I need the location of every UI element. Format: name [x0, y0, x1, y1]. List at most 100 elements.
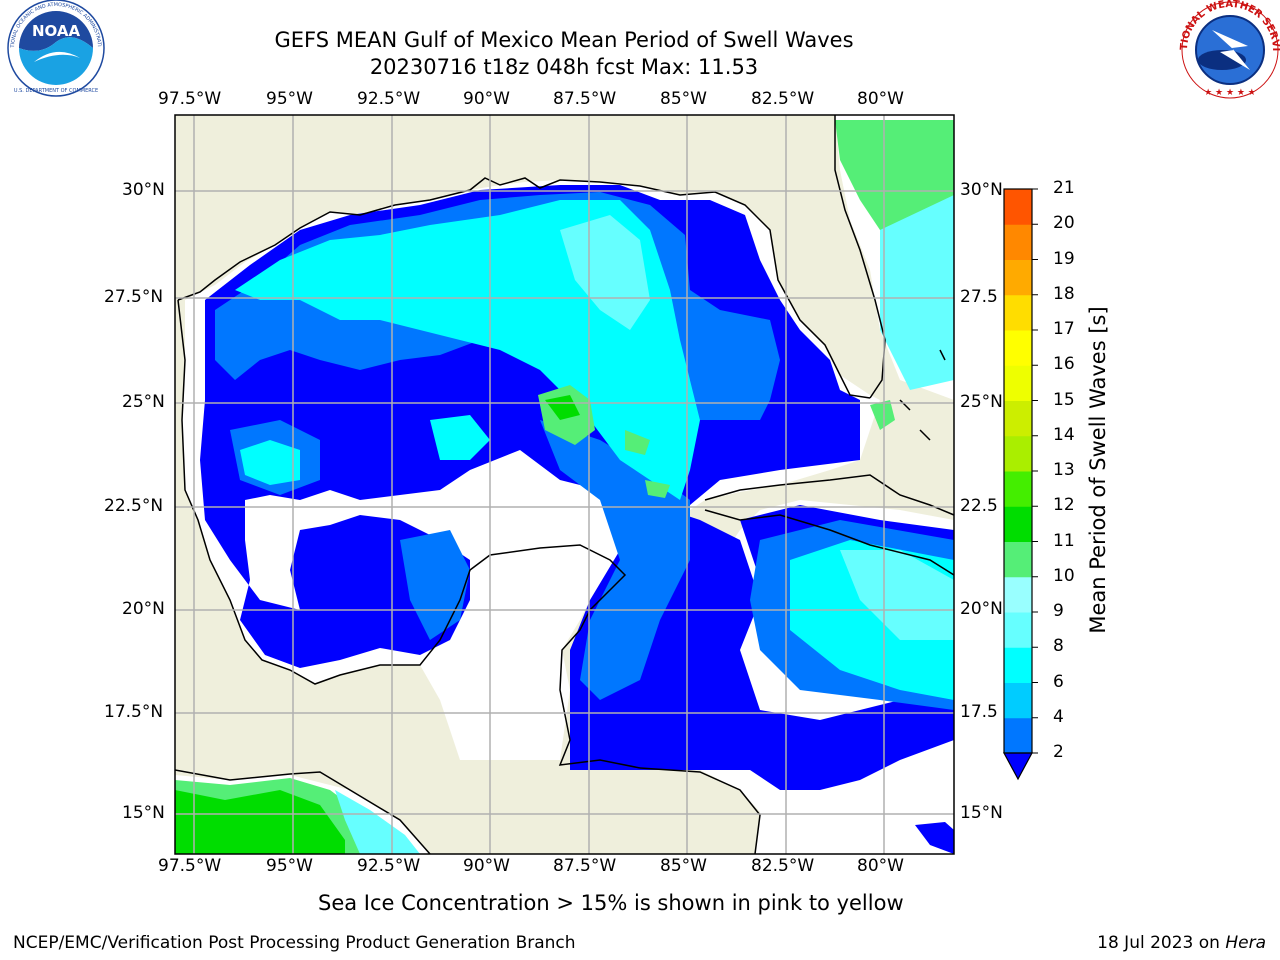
lon-label-bottom: 92.5°W — [357, 856, 421, 876]
map-title: GEFS MEAN Gulf of Mexico Mean Period of … — [274, 28, 854, 52]
lat-label-right: 22.5 — [960, 496, 998, 516]
lat-label-left: 20°N — [122, 599, 165, 619]
mexico-coast — [177, 299, 641, 769]
lon-label-bottom: 85°W — [660, 856, 707, 876]
lat-label-right: 30°N — [960, 180, 1003, 200]
coastlines — [175, 115, 954, 854]
colorbar-segment — [1004, 365, 1032, 401]
swell-6-8-mid — [430, 415, 490, 460]
colorbar-tick-label: 12 — [1053, 495, 1075, 516]
colorbar-tick-label: 13 — [1053, 460, 1075, 480]
colorbar-tick-label: 8 — [1053, 636, 1064, 657]
lat-label-left: 25°N — [122, 392, 165, 412]
lon-label-top: 95°W — [266, 89, 313, 109]
swell-9-10-fl — [870, 400, 895, 430]
lat-label-right: 25°N — [960, 392, 1003, 412]
nws-logo-icon: NATIONAL WEATHER SERVICE ★ ★ ★ ★ ★ — [0, 0, 1280, 99]
colorbar-segment — [1004, 576, 1032, 613]
pacific-coast — [175, 769, 431, 854]
lat-label-right: 15°N — [960, 803, 1003, 823]
colorbar-tick-label: 20 — [1053, 213, 1075, 234]
colorbar — [1002, 188, 1038, 781]
colorbar-frame — [1003, 188, 1033, 754]
us-gulf-coast — [177, 177, 871, 399]
colorbar-segment — [1004, 541, 1032, 578]
colorbar-segment — [1004, 224, 1032, 260]
swell-8-9 — [560, 215, 650, 330]
colorbar-segment — [1004, 682, 1032, 719]
swell-9-10-south — [625, 430, 650, 455]
svg-text:NATIONAL WEATHER SERVICE: NATIONAL WEATHER SERVICE — [0, 0, 1280, 51]
swell-9-10-south2 — [645, 480, 670, 498]
colorbar-tick-label: 21 — [1053, 178, 1075, 198]
bahamas — [899, 349, 946, 441]
swell-pacific-8-9 — [335, 790, 420, 854]
lat-label-right: 20°N — [960, 599, 1003, 619]
lon-label-bottom: 80°W — [857, 856, 904, 876]
map-area — [175, 115, 954, 854]
colorbar-segment — [1004, 647, 1032, 683]
lon-label-top: 87.5°W — [553, 89, 617, 109]
map-frame — [174, 114, 955, 855]
colorbar-segment — [1004, 189, 1032, 225]
nws-ring-text: NATIONAL WEATHER SERVICE — [0, 0, 1280, 51]
colorbar-tick-label: 4 — [1053, 706, 1064, 727]
colorbar-tick-label: 16 — [1053, 354, 1075, 375]
swell-4-6-south — [400, 530, 470, 640]
swell-8-9-east — [880, 190, 954, 390]
graticule — [175, 115, 954, 854]
lon-label-bottom: 87.5°W — [553, 856, 617, 876]
lat-label-right: 17.5 — [960, 702, 998, 722]
colorbar-tick-label: 14 — [1053, 424, 1075, 445]
lon-label-top: 92.5°W — [357, 89, 421, 109]
lon-label-top: 82.5°W — [751, 89, 815, 109]
swell-9-10-east — [835, 120, 954, 230]
colorbar-tick-label: 9 — [1053, 601, 1064, 621]
florida-east-coast — [834, 115, 886, 399]
swell-pacific-10-11 — [175, 790, 345, 854]
colorbar-segment — [1004, 330, 1032, 366]
swell-8-9-caribbean — [840, 550, 954, 640]
colorbar-extend-triangle — [1002, 752, 1034, 781]
colorbar-segment — [1004, 717, 1032, 754]
lat-label-right: 27.5 — [960, 287, 998, 307]
lat-label-left: 17.5°N — [104, 702, 164, 722]
colorbar-segment — [1004, 259, 1032, 296]
lat-label-left: 30°N — [122, 180, 165, 200]
colorbar-tick-label: 6 — [1053, 671, 1064, 692]
lon-label-top: 85°W — [660, 89, 707, 109]
lon-label-top: 97.5°W — [158, 89, 222, 109]
lat-label-left: 22.5°N — [104, 496, 164, 516]
colorbar-segment — [1004, 400, 1032, 437]
cuba-coast — [704, 474, 954, 576]
noaa-logo-text: NOAA — [32, 22, 81, 40]
noaa-ring-bottom-text: U.S. DEPARTMENT OF COMMERCE — [14, 88, 98, 94]
lon-label-bottom: 97.5°W — [158, 856, 222, 876]
svg-text:★ ★ ★ ★ ★: ★ ★ ★ ★ ★ — [1204, 88, 1256, 98]
colorbar-segment — [1004, 506, 1032, 542]
colorbar-tick-label: 18 — [1053, 283, 1075, 304]
swell-6-8-west — [240, 440, 300, 485]
colorbar-tick-label: 11 — [1053, 530, 1075, 551]
colorbar-tick-label: 2 — [1053, 742, 1064, 762]
colorbar-label: Mean Period of Swell Waves [s] — [1086, 306, 1110, 634]
colorbar-segment — [1004, 435, 1032, 472]
lon-label-bottom: 82.5°W — [751, 856, 815, 876]
footer-date-text: 18 Jul 2023 on — [1097, 933, 1226, 953]
footer-host: Hera — [1225, 933, 1266, 953]
lat-label-left: 27.5°N — [104, 287, 164, 307]
lon-label-bottom: 95°W — [266, 856, 313, 876]
footer-date: 18 Jul 2023 on Hera — [1097, 933, 1266, 953]
lat-label-left: 15°N — [122, 803, 165, 823]
central-america-coast — [639, 767, 761, 854]
colorbar-segment — [1004, 294, 1032, 331]
noaa-logo-icon: NOAA NATIONAL OCEANIC AND ATMOSPHERIC AD… — [0, 0, 105, 97]
sea-ice-note: Sea Ice Concentration > 15% is shown in … — [318, 891, 904, 915]
footer-branch: NCEP/EMC/Verification Post Processing Pr… — [13, 933, 576, 953]
swell-pacific-2-4 — [915, 822, 954, 854]
colorbar-segment — [1004, 471, 1032, 507]
lon-label-top: 90°W — [463, 89, 510, 109]
lon-label-top: 80°W — [857, 89, 904, 109]
colorbar-segment — [1004, 612, 1032, 648]
